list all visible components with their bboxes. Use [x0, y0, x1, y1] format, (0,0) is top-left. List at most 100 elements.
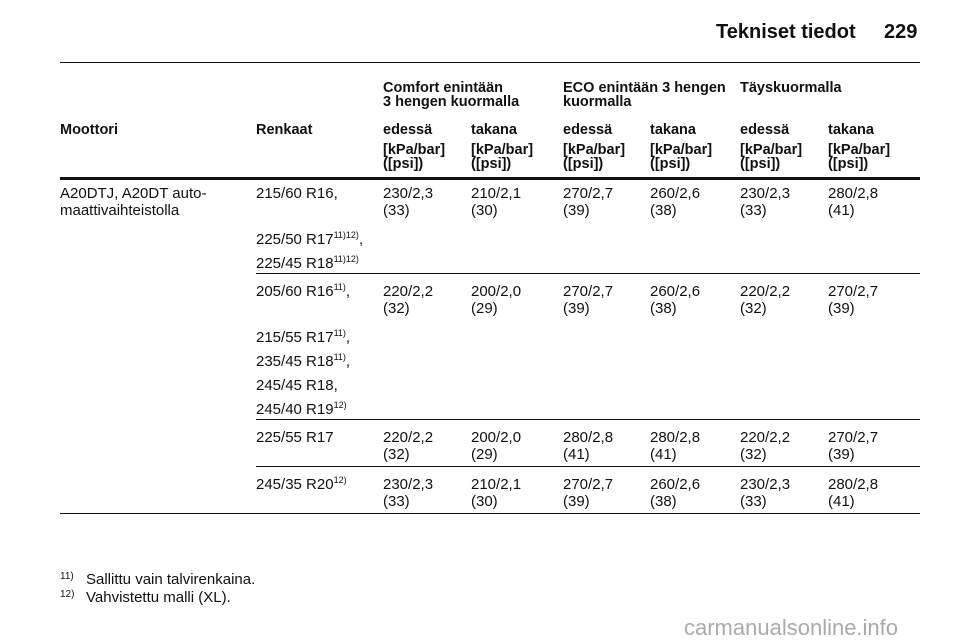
- column-header: Renkaat: [256, 122, 313, 138]
- pressure-value: 260/2,6: [650, 283, 701, 300]
- pressure-value: 220/2,2: [383, 429, 434, 446]
- pressure-value: (41): [828, 493, 855, 510]
- pressure-value: (41): [563, 446, 590, 463]
- unit-label: ([psi]): [740, 156, 781, 172]
- pressure-value: 200/2,0: [471, 429, 522, 446]
- rule: [60, 177, 920, 180]
- pressure-value: (33): [383, 493, 410, 510]
- pressure-value: (39): [563, 202, 590, 219]
- pressure-value: (32): [740, 446, 767, 463]
- tire-size-text: 215/55 R17: [256, 329, 334, 346]
- pressure-value: (33): [740, 202, 767, 219]
- group-header: ECO enintään 3 hengen: [563, 80, 726, 96]
- unit-label: [kPa/bar]: [828, 142, 891, 158]
- column-header: edessä: [563, 122, 613, 138]
- page-title: Tekniset tiedot: [716, 21, 856, 43]
- pressure-value: (38): [650, 300, 677, 317]
- pressure-value: 280/2,8: [563, 429, 614, 446]
- watermark: carmanualsonline.info: [684, 615, 899, 640]
- tire-size-text: 245/40 R19: [256, 401, 334, 418]
- pressure-value: (39): [828, 300, 855, 317]
- tire-size-text: 215/60 R16,: [256, 185, 338, 202]
- pressure-value: 210/2,1: [471, 185, 522, 202]
- pressure-value: 220/2,2: [740, 429, 791, 446]
- unit-label: ([psi]): [828, 156, 869, 172]
- footnote-mark: 12): [60, 589, 75, 600]
- tire-punct: ,: [345, 353, 351, 370]
- tire-punct: ,: [358, 231, 364, 248]
- footnote-mark: 11): [60, 571, 74, 582]
- pressure-value: (30): [471, 202, 498, 219]
- rule: [256, 273, 920, 274]
- pressure-value: 270/2,7: [563, 185, 614, 202]
- unit-label: ([psi]): [650, 156, 691, 172]
- pressure-value: (39): [563, 300, 590, 317]
- column-header: Moottori: [60, 122, 118, 138]
- tire-size: 205/60 R1611),: [256, 282, 351, 301]
- pressure-value: 270/2,7: [563, 283, 614, 300]
- pressure-value: (33): [740, 493, 767, 510]
- group-header: kuormalla: [563, 94, 632, 110]
- pressure-value: (29): [471, 300, 498, 317]
- pressure-value: 270/2,7: [828, 429, 879, 446]
- footnote-ref: 11): [333, 328, 346, 338]
- tire-punct: ,: [345, 329, 351, 346]
- column-header: edessä: [740, 122, 790, 138]
- column-header: takana: [650, 122, 696, 138]
- footnote-ref: 12): [333, 475, 347, 485]
- footnote-ref: 11): [333, 282, 346, 292]
- engine-name: maattivaihteistolla: [60, 202, 180, 219]
- unit-label: [kPa/bar]: [740, 142, 803, 158]
- tire-size-text: 225/50 R17: [256, 231, 334, 248]
- column-header: edessä: [383, 122, 433, 138]
- pressure-value: 280/2,8: [828, 185, 879, 202]
- pressure-value: (41): [828, 202, 855, 219]
- pressure-value: (29): [471, 446, 498, 463]
- tire-punct: ,: [345, 283, 351, 300]
- pressure-value: 270/2,7: [828, 283, 879, 300]
- group-header: 3 hengen kuormalla: [383, 94, 520, 110]
- pressure-value: 200/2,0: [471, 283, 522, 300]
- unit-label: [kPa/bar]: [471, 142, 534, 158]
- group-header: Comfort enintään: [383, 80, 504, 96]
- pressure-value: 260/2,6: [650, 185, 701, 202]
- pressure-value: (38): [650, 493, 677, 510]
- unit-label: [kPa/bar]: [383, 142, 446, 158]
- pressure-value: (32): [383, 446, 410, 463]
- tire-size-text: 225/55 R17: [256, 429, 334, 446]
- column-header: takana: [828, 122, 874, 138]
- pressure-value: 280/2,8: [650, 429, 701, 446]
- pressure-value: (41): [650, 446, 677, 463]
- pressure-value: (39): [828, 446, 855, 463]
- engine-name: A20DTJ, A20DT auto-: [60, 185, 207, 202]
- pressure-value: 230/2,3: [740, 476, 791, 493]
- column-header: takana: [471, 122, 517, 138]
- group-header: Täyskuormalla: [740, 80, 842, 96]
- pressure-value: 230/2,3: [383, 476, 434, 493]
- pressure-value: 280/2,8: [828, 476, 879, 493]
- footnote-text: Sallittu vain talvirenkaina.: [86, 571, 256, 588]
- unit-label: ([psi]): [563, 156, 604, 172]
- pressure-value: (39): [563, 493, 590, 510]
- unit-label: ([psi]): [383, 156, 424, 172]
- rule: [60, 513, 920, 514]
- pressure-value: 220/2,2: [740, 283, 791, 300]
- pressure-value: (38): [650, 202, 677, 219]
- pressure-value: 230/2,3: [383, 185, 434, 202]
- tire-size-text: 205/60 R16: [256, 283, 334, 300]
- page-number: 229: [884, 21, 918, 43]
- tire-size: 225/55 R17: [256, 429, 334, 446]
- footnote-ref: 11)12): [333, 254, 359, 264]
- pressure-value: 210/2,1: [471, 476, 522, 493]
- pressure-value: 230/2,3: [740, 185, 791, 202]
- footnote-ref: 11)12): [333, 230, 359, 240]
- rule: [256, 466, 920, 467]
- pressure-value: (30): [471, 493, 498, 510]
- pressure-value: 270/2,7: [563, 476, 614, 493]
- footnote-text: Vahvistettu malli (XL).: [86, 589, 231, 606]
- tire-size: 215/55 R1711),: [256, 328, 351, 347]
- footnote-ref: 11): [333, 352, 346, 362]
- unit-label: ([psi]): [471, 156, 512, 172]
- tire-size: 245/45 R18,: [256, 377, 338, 394]
